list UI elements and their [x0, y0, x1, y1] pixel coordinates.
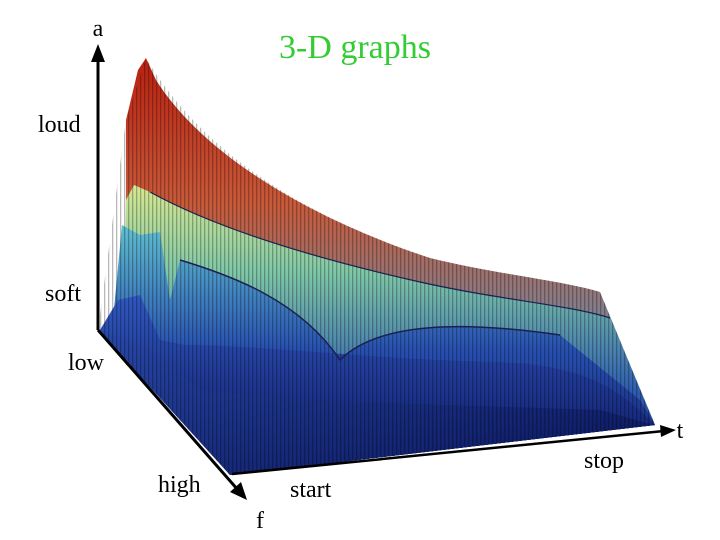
t-axis	[231, 429, 665, 476]
axes	[91, 44, 676, 500]
a-high-label: loud	[38, 112, 81, 138]
surface	[98, 58, 655, 475]
f-arrow	[230, 482, 247, 500]
f-high-label: high	[158, 472, 201, 498]
f-low-label: low	[68, 350, 105, 376]
f-axis-label: f	[256, 508, 264, 534]
t-start-label: start	[290, 477, 332, 503]
ridge-line	[149, 191, 611, 319]
surface-texture	[98, 58, 655, 475]
title: 3-D graphs	[279, 29, 431, 66]
ridge-line	[179, 259, 561, 362]
t-arrow	[660, 425, 676, 437]
f-axis	[96, 329, 240, 491]
a-low-label: soft	[45, 281, 81, 307]
a-axis-label: a	[93, 16, 104, 42]
t-axis-label: t	[677, 418, 684, 444]
a-arrow	[91, 44, 105, 62]
t-stop-label: stop	[584, 448, 624, 474]
